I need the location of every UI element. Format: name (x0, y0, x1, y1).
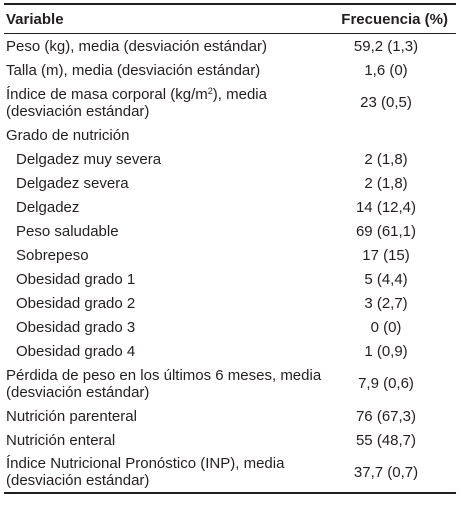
row-value: 3 (2,7) (364, 294, 408, 312)
row-label: Grado de nutrición (6, 126, 130, 144)
row-value: 37,7 (0,7) (353, 463, 419, 481)
row-value: 0 (0) (370, 318, 402, 336)
row-label: Talla (m), media (desviación estándar) (6, 61, 261, 79)
table-row: Obesidad grado 2 3 (2,7) (4, 291, 456, 315)
row-label: Sobrepeso (16, 246, 89, 264)
row-label: Índice de masa corporal (kg/m2), media (… (4, 86, 326, 120)
row-value: 7,9 (0,6) (358, 375, 414, 392)
table-row: Obesidad grado 4 1 (0,9) (4, 339, 456, 363)
row-label: Delgadez severa (16, 174, 129, 192)
table-row: Delgadez muy severa 2 (1,8) (4, 147, 456, 171)
row-value: 59,2 (1,3) (353, 37, 419, 55)
data-table: Variable Frecuencia (%) Peso (kg), media… (4, 0, 456, 494)
superscript: 2 (207, 85, 213, 96)
row-label: Índice Nutricional Pronóstico (INP), med… (6, 455, 285, 489)
row-value: 69 (61,1) (355, 222, 417, 240)
row-value: 2 (1,8) (364, 174, 408, 192)
row-label: Obesidad grado 2 (16, 294, 136, 312)
header-rule (4, 33, 456, 34)
row-value: 1,6 (0) (364, 61, 408, 79)
row-value: 5 (4,4) (364, 270, 408, 288)
row-label-part: ), media (desviación estándar) (6, 85, 267, 120)
row-value: 76 (67,3) (355, 407, 417, 425)
top-rule (4, 3, 456, 5)
row-value: 1 (0,9) (364, 342, 408, 360)
row-value: 17 (15) (362, 246, 410, 264)
table-row: Delgadez severa 2 (1,8) (4, 171, 456, 195)
table-row: Nutrición enteral 55 (48,7) (4, 428, 456, 452)
row-value: 14 (12,4) (355, 198, 417, 216)
table-row: Peso saludable 69 (61,1) (4, 219, 456, 243)
row-label: Nutrición parenteral (6, 407, 137, 425)
row-label-part: Índice de masa corporal (kg/m (6, 85, 208, 103)
table-row: Peso (kg), media (desviación estándar) 5… (4, 34, 456, 58)
table-row: Delgadez 14 (12,4) (4, 195, 456, 219)
row-value: 23 (0,5) (360, 94, 412, 111)
bottom-rule (4, 492, 456, 494)
table-row: Obesidad grado 3 0 (0) (4, 315, 456, 339)
row-label: Pérdida de peso en los últimos 6 meses, … (6, 366, 322, 401)
row-value: 2 (1,8) (364, 150, 408, 168)
row-label: Delgadez (16, 198, 80, 216)
row-value: 55 (48,7) (355, 431, 417, 449)
table-row: Obesidad grado 1 5 (4,4) (4, 267, 456, 291)
table-row: Pérdida de peso en los últimos 6 meses, … (4, 363, 456, 404)
header-variable: Variable (6, 10, 64, 28)
table-row: Sobrepeso 17 (15) (4, 243, 456, 267)
row-label: Obesidad grado 3 (16, 318, 136, 336)
row-label: Delgadez muy severa (16, 150, 162, 168)
table-row: Talla (m), media (desviación estándar) 1… (4, 58, 456, 82)
row-label: Obesidad grado 4 (16, 342, 136, 360)
table-row: Índice Nutricional Pronóstico (INP), med… (4, 452, 456, 492)
table-row: Índice de masa corporal (kg/m2), media (… (4, 82, 456, 123)
table-row: Grado de nutrición (4, 123, 456, 147)
table-header: Variable Frecuencia (%) (4, 5, 456, 33)
row-label: Nutrición enteral (6, 431, 116, 449)
row-label: Peso (kg), media (desviación estándar) (6, 37, 267, 55)
header-frequency: Frecuencia (%) (341, 10, 448, 28)
table-row: Nutrición parenteral 76 (67,3) (4, 404, 456, 428)
row-label: Obesidad grado 1 (16, 270, 136, 288)
row-label: Peso saludable (16, 222, 119, 240)
